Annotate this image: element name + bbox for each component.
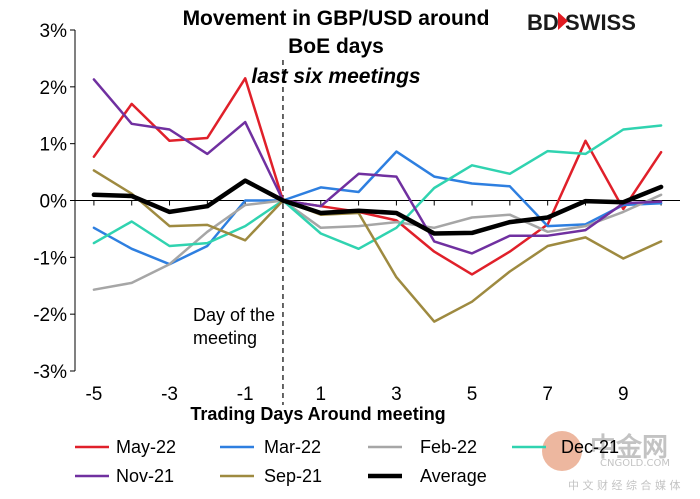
legend-label-nov-21: Nov-21 (116, 466, 174, 486)
legend-label-dec-21: Dec-21 (561, 437, 619, 457)
series-line-mar-22 (92, 150, 663, 266)
series-line-sep-21 (92, 169, 663, 323)
watermark-url: CNGOLD.COM (600, 458, 670, 469)
annotation-line2: meeting (193, 328, 257, 348)
y-tick-label: -2% (33, 305, 67, 326)
y-axis-ticks: -3% -2% -1% 0% 1% 2% 3% (33, 21, 75, 383)
chart-title-line2: BoE days (288, 35, 384, 58)
watermark: 中金网 CNGOLD.COM 中 文 财 经 综 合 媒 体 (542, 431, 680, 492)
x-tick-label: 7 (542, 384, 553, 405)
x-tick-label: 5 (467, 384, 478, 405)
brand-logo-bd: BD (527, 10, 559, 35)
brand-logo-swiss: SWISS (565, 10, 636, 35)
y-tick-label: -1% (33, 248, 67, 269)
x-tick-label: -1 (237, 384, 254, 405)
series-line-feb-22 (92, 193, 663, 291)
legend-label-mar-22: Mar-22 (264, 437, 321, 457)
series-line-average (91, 178, 664, 236)
x-axis-label: Trading Days Around meeting (190, 404, 445, 424)
brand-logo: BD SWISS (527, 10, 636, 35)
x-tick-label: 1 (315, 384, 326, 405)
legend-label-sep-21: Sep-21 (264, 466, 322, 486)
watermark-main: 中金网 (590, 432, 668, 463)
y-tick-label: 0% (40, 192, 68, 213)
y-tick-label: -3% (33, 362, 67, 383)
x-tick-label: -5 (85, 384, 102, 405)
y-tick-label: 1% (40, 135, 68, 156)
x-tick-label: 9 (618, 384, 629, 405)
series-line-may-22 (92, 77, 663, 276)
y-tick-label: 2% (40, 78, 68, 99)
logo-arrow-icon (558, 12, 568, 30)
x-tick-label: -3 (161, 384, 178, 405)
legend-label-average: Average (420, 466, 487, 486)
watermark-coin-icon (542, 431, 582, 471)
legend-label-feb-22: Feb-22 (420, 437, 477, 457)
watermark-tag: 中 文 财 经 综 合 媒 体 (568, 478, 680, 492)
y-tick-label: 3% (40, 21, 68, 42)
series-line-nov-21 (92, 78, 663, 255)
series-line-dec-21 (92, 124, 663, 251)
chart-subtitle: last six meetings (251, 65, 420, 88)
x-axis-ticks: -5 -3 -1 1 3 5 7 9 (85, 200, 662, 405)
x-tick-label: 3 (391, 384, 402, 405)
legend-label-may-22: May-22 (116, 437, 176, 457)
series-group (91, 77, 664, 323)
legend: May-22 Mar-22 Feb-22 Dec-21 Nov-21 Sep-21 Aver… (75, 437, 619, 486)
annotation-line1: Day of the (193, 305, 275, 325)
chart-title: Movement in GBP/USD around (183, 7, 490, 30)
